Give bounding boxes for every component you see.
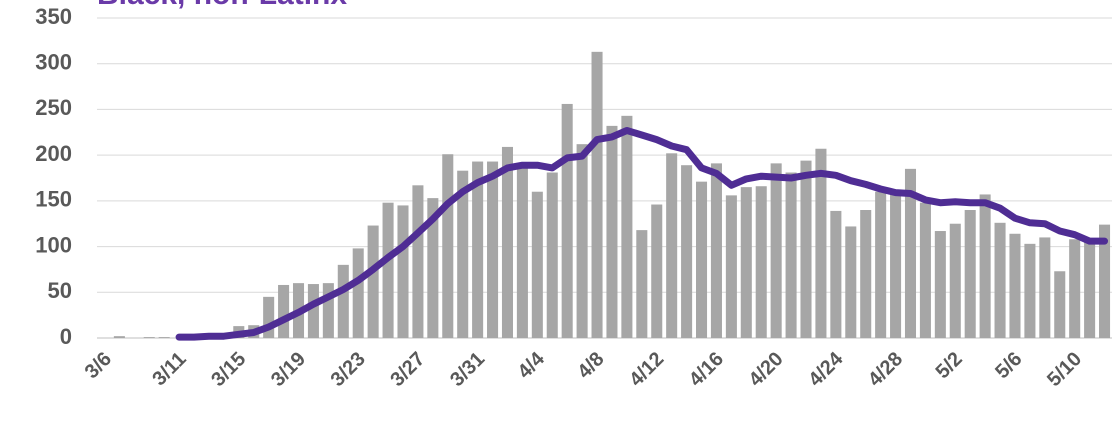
bar xyxy=(457,170,469,338)
bar xyxy=(1054,271,1066,338)
bar xyxy=(740,187,752,338)
bar xyxy=(278,284,290,338)
bar xyxy=(113,336,125,338)
x-tick-label: 3/27 xyxy=(386,348,429,391)
bar xyxy=(621,115,633,338)
bar xyxy=(636,230,648,338)
y-tick-label: 0 xyxy=(60,324,72,349)
y-tick-label: 350 xyxy=(35,4,72,29)
bar xyxy=(397,205,409,338)
x-tick-label: 3/19 xyxy=(267,348,310,391)
bar xyxy=(770,163,782,338)
bar xyxy=(487,161,499,338)
x-tick-label: 3/6 xyxy=(81,348,116,383)
bar xyxy=(994,222,1006,338)
bar xyxy=(979,194,991,338)
bar xyxy=(710,163,722,338)
bar xyxy=(367,225,379,338)
bar xyxy=(830,210,842,338)
bar xyxy=(785,172,797,338)
x-tick-label: 4/16 xyxy=(685,348,728,391)
bar xyxy=(442,154,454,338)
bar xyxy=(472,161,484,338)
x-tick-label: 3/31 xyxy=(446,348,489,391)
x-tick-label: 3/11 xyxy=(148,348,190,390)
bar xyxy=(531,191,543,338)
line xyxy=(175,127,1108,341)
bar xyxy=(875,191,887,338)
y-tick-label: 200 xyxy=(35,141,72,166)
bar xyxy=(860,210,872,338)
bar xyxy=(964,210,976,338)
bar xyxy=(352,248,364,338)
bar xyxy=(651,204,663,338)
bar xyxy=(606,125,618,338)
bar xyxy=(382,202,394,338)
bar xyxy=(576,144,588,338)
x-tick-label: 4/28 xyxy=(864,348,907,391)
x-tick-label: 5/6 xyxy=(991,348,1026,383)
x-tick-label: 5/2 xyxy=(932,348,967,383)
bar xyxy=(412,185,424,338)
bar xyxy=(800,160,812,338)
x-tick-label: 5/10 xyxy=(1043,348,1086,391)
bar xyxy=(1039,237,1051,338)
bar xyxy=(516,166,528,338)
bar xyxy=(1084,240,1096,338)
y-tick-label: 250 xyxy=(35,95,72,120)
bar xyxy=(158,337,170,338)
bar xyxy=(337,264,349,338)
bar xyxy=(427,198,439,338)
bar xyxy=(1069,239,1081,338)
bar xyxy=(681,165,693,338)
bar xyxy=(725,195,737,338)
x-tick-label: 4/24 xyxy=(804,347,848,391)
bar xyxy=(949,223,961,338)
bar xyxy=(263,296,275,338)
x-tick-label: 3/23 xyxy=(327,348,370,391)
bar xyxy=(666,153,678,338)
bar xyxy=(755,186,767,338)
bar xyxy=(501,146,514,338)
x-tick-label: 4/4 xyxy=(514,347,550,383)
bar xyxy=(934,231,946,338)
x-tick-label: 4/8 xyxy=(573,348,608,383)
bar xyxy=(904,168,917,338)
bar xyxy=(322,283,334,338)
y-tick-label: 50 xyxy=(48,278,72,303)
bar xyxy=(143,337,155,338)
y-tick-label: 300 xyxy=(35,50,72,75)
bar xyxy=(1024,243,1036,338)
bar xyxy=(845,226,857,338)
bar xyxy=(1099,224,1111,338)
bar xyxy=(919,202,931,338)
bar xyxy=(1009,233,1021,338)
x-tick-label: 4/20 xyxy=(745,348,788,391)
bar xyxy=(591,51,603,338)
bar xyxy=(546,172,558,338)
bar xyxy=(561,103,573,338)
x-tick-label: 4/12 xyxy=(625,348,668,391)
bar xyxy=(307,284,319,338)
bar xyxy=(815,148,827,338)
bar xyxy=(695,181,708,338)
y-tick-label: 150 xyxy=(35,187,72,212)
y-tick-label: 100 xyxy=(35,232,72,257)
chart-title: Black, non-Latinx xyxy=(97,0,347,11)
x-tick-label: 3/15 xyxy=(207,348,250,391)
bar xyxy=(890,194,902,338)
